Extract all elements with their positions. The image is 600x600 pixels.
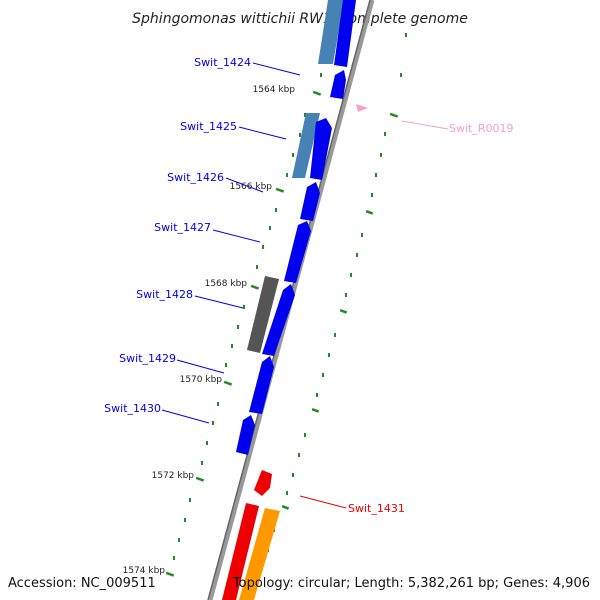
tick-label-1564: 1564 kbp: [253, 85, 296, 95]
leader-1424: [252, 62, 301, 76]
leader-1426: [225, 177, 264, 193]
map-title: Sphingomonas wittichii RW1, complete gen…: [132, 11, 468, 27]
tick-label-1574: 1574 kbp: [123, 566, 166, 576]
gray-feature-1[interactable]: [247, 276, 279, 353]
cds-1429[interactable]: [249, 356, 274, 414]
gene-label-r0019[interactable]: Swit_R0019: [449, 122, 514, 135]
cds-1428[interactable]: [262, 284, 295, 356]
steelblue-feature-2[interactable]: [292, 113, 320, 178]
cds-1432[interactable]: [222, 503, 259, 600]
cds-1431[interactable]: [254, 470, 272, 496]
leader-1431: [299, 495, 347, 509]
gene-label-1425[interactable]: Swit_1425: [180, 120, 237, 133]
accession-text: Accession: NC_009511: [8, 576, 156, 591]
tick-label-1568: 1568 kbp: [205, 279, 248, 289]
inner-tick-track: [165, 73, 322, 577]
gene-label-1426[interactable]: Swit_1426: [167, 171, 224, 184]
leader-r0019: [401, 120, 449, 130]
tick-label-1572: 1572 kbp: [152, 471, 195, 481]
gene-label-1430[interactable]: Swit_1430: [104, 402, 161, 415]
rna-r0019-marker[interactable]: [356, 104, 368, 112]
leader-1425: [238, 126, 287, 140]
genome-summary-text: Topology: circular; Length: 5,382,261 bp…: [232, 576, 590, 591]
gene-label-1428[interactable]: Swit_1428: [136, 288, 193, 301]
steelblue-feature-1[interactable]: [318, 0, 344, 64]
cds-1424[interactable]: [330, 70, 346, 99]
cds-1430[interactable]: [236, 415, 255, 455]
gene-label-1427[interactable]: Swit_1427: [154, 221, 211, 234]
gene-label-1424[interactable]: Swit_1424: [194, 56, 251, 69]
leader-1429: [176, 359, 225, 374]
gene-label-1431[interactable]: Swit_1431: [348, 502, 405, 515]
gene-label-1429[interactable]: Swit_1429: [119, 352, 176, 365]
tick-label-1570: 1570 kbp: [180, 375, 223, 385]
cds-1425[interactable]: [310, 118, 332, 180]
leader-1427: [212, 229, 261, 243]
leader-1428: [194, 295, 244, 309]
leader-1430: [161, 409, 210, 424]
cds-1423[interactable]: [334, 0, 356, 67]
cds-1427[interactable]: [284, 221, 311, 283]
cds-1426[interactable]: [300, 182, 320, 221]
cds-orange-1[interactable]: [239, 508, 280, 600]
